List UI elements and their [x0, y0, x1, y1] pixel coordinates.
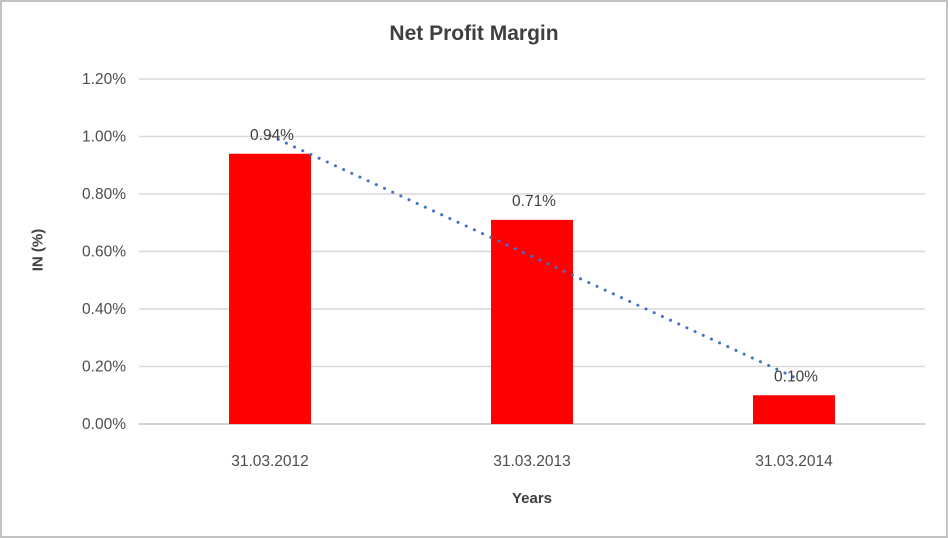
- bar: [491, 219, 573, 424]
- x-tick-label: 31.03.2012: [231, 453, 309, 470]
- chart-title: Net Profit Margin: [389, 22, 559, 45]
- y-tick-label: 0.00%: [82, 416, 126, 433]
- x-tick-label: 31.03.2013: [493, 453, 571, 470]
- bar-data-label: 0.10%: [774, 368, 818, 385]
- y-tick-label: 0.40%: [82, 301, 126, 318]
- y-tick-label: 0.60%: [82, 244, 126, 261]
- x-axis-title: Years: [511, 490, 553, 507]
- bar-data-label: 0.94%: [250, 127, 294, 144]
- x-tick-label: 31.03.2014: [755, 453, 833, 470]
- y-tick-label: 0.80%: [82, 186, 126, 203]
- bar: [229, 153, 311, 424]
- bar: [753, 395, 835, 424]
- bar-data-label: 0.71%: [512, 193, 556, 210]
- y-tick-label: 0.20%: [82, 359, 126, 376]
- y-tick-label: 1.00%: [82, 129, 126, 146]
- trendline: [268, 134, 796, 379]
- y-tick-label: 1.20%: [82, 71, 126, 88]
